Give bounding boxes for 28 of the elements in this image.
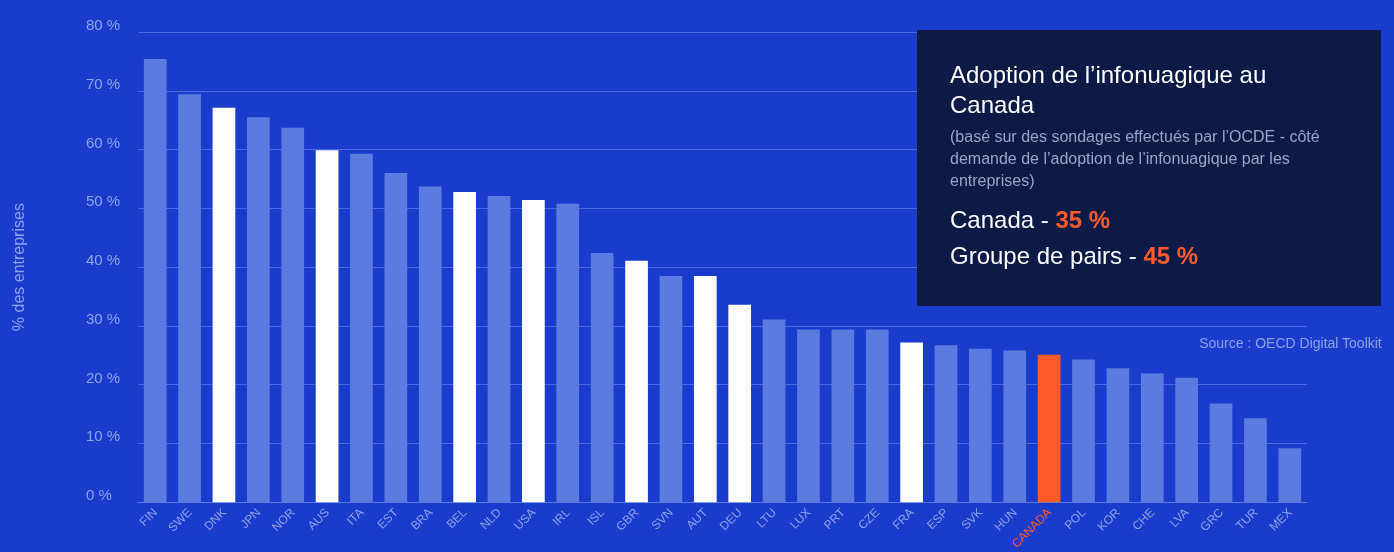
y-tick-label: 0 %: [86, 486, 112, 504]
x-tick-label: ITA: [343, 505, 367, 528]
x-tick-label: NLD: [477, 505, 505, 533]
y-tick-label: 40 %: [86, 251, 121, 269]
y-tick-label: 80 %: [86, 16, 121, 33]
x-tick-label: FIN: [136, 505, 161, 529]
text-panel: Adoption de l’infonuagique au Canada (basé sur des sondages effectués par l’OCDE - côté demande de l’adoption de l’infonuagique par les entreprises) Canada - 35 % Groupe de pairs - 45 %: [917, 30, 1381, 306]
y-tick-label: 20 %: [86, 368, 121, 386]
x-tick-label: BEL: [443, 505, 470, 532]
x-tick-label: CZE: [855, 505, 883, 533]
x-tick-label: LTU: [753, 505, 780, 531]
y-axis-title: % des entreprises: [9, 203, 27, 332]
x-tick-label: POL: [1061, 505, 1089, 533]
x-tick-label: IRL: [549, 505, 573, 529]
annotation: Groupe de pairs - 45 %: [950, 241, 1200, 271]
y-tick-label: 30 %: [86, 309, 121, 327]
y-tick-label: 10 %: [86, 427, 121, 445]
x-tick-label: FRA: [889, 505, 917, 533]
y-tick-label: 70 %: [86, 74, 121, 92]
x-tick-label: ISL: [584, 505, 608, 528]
x-tick-label: USA: [511, 505, 539, 533]
x-tick-label: JPN: [237, 505, 264, 532]
y-tick-label: 60 %: [86, 133, 121, 151]
y-tick-label: 50 %: [86, 192, 121, 210]
x-tick-label: LVA: [1166, 505, 1192, 530]
x-tick-label: TUR: [1233, 505, 1261, 533]
annotation: Canada - 35 %: [950, 205, 1112, 235]
annotation: Source : OECD Digital Toolkit: [1199, 335, 1382, 351]
